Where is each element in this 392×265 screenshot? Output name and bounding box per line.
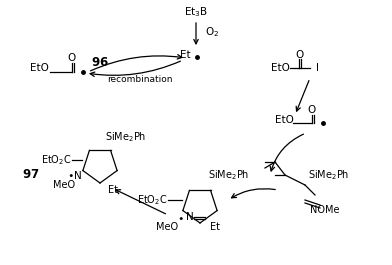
Text: NOMe: NOMe [310, 205, 339, 215]
Text: O: O [296, 50, 304, 60]
Text: O: O [68, 53, 76, 63]
Text: SiMe$_2$Ph: SiMe$_2$Ph [208, 168, 249, 182]
Text: EtO: EtO [30, 63, 49, 73]
Text: MeO: MeO [53, 180, 75, 190]
Text: SiMe$_2$Ph: SiMe$_2$Ph [105, 130, 146, 144]
Text: Et$_3$B: Et$_3$B [184, 5, 208, 19]
Text: MeO: MeO [156, 222, 178, 232]
Text: EtO$_2$C: EtO$_2$C [137, 193, 168, 207]
Text: $\mathbf{97}$: $\mathbf{97}$ [22, 169, 40, 182]
Text: O$_2$: O$_2$ [205, 25, 219, 39]
Text: Et: Et [180, 50, 191, 60]
Text: I: I [316, 63, 319, 73]
Text: EtO: EtO [275, 115, 294, 125]
Text: SiMe$_2$Ph: SiMe$_2$Ph [308, 168, 349, 182]
Text: EtO: EtO [271, 63, 290, 73]
Text: $\bullet$: $\bullet$ [177, 212, 184, 222]
Text: Et: Et [210, 222, 220, 232]
Text: Et: Et [108, 185, 118, 195]
Text: O: O [308, 105, 316, 115]
Text: recombination: recombination [107, 76, 173, 85]
Text: $\mathbf{96}$: $\mathbf{96}$ [91, 55, 109, 68]
Text: EtO$_2$C: EtO$_2$C [41, 153, 72, 167]
Text: N: N [186, 212, 194, 222]
Text: $\bullet$N: $\bullet$N [67, 169, 82, 181]
